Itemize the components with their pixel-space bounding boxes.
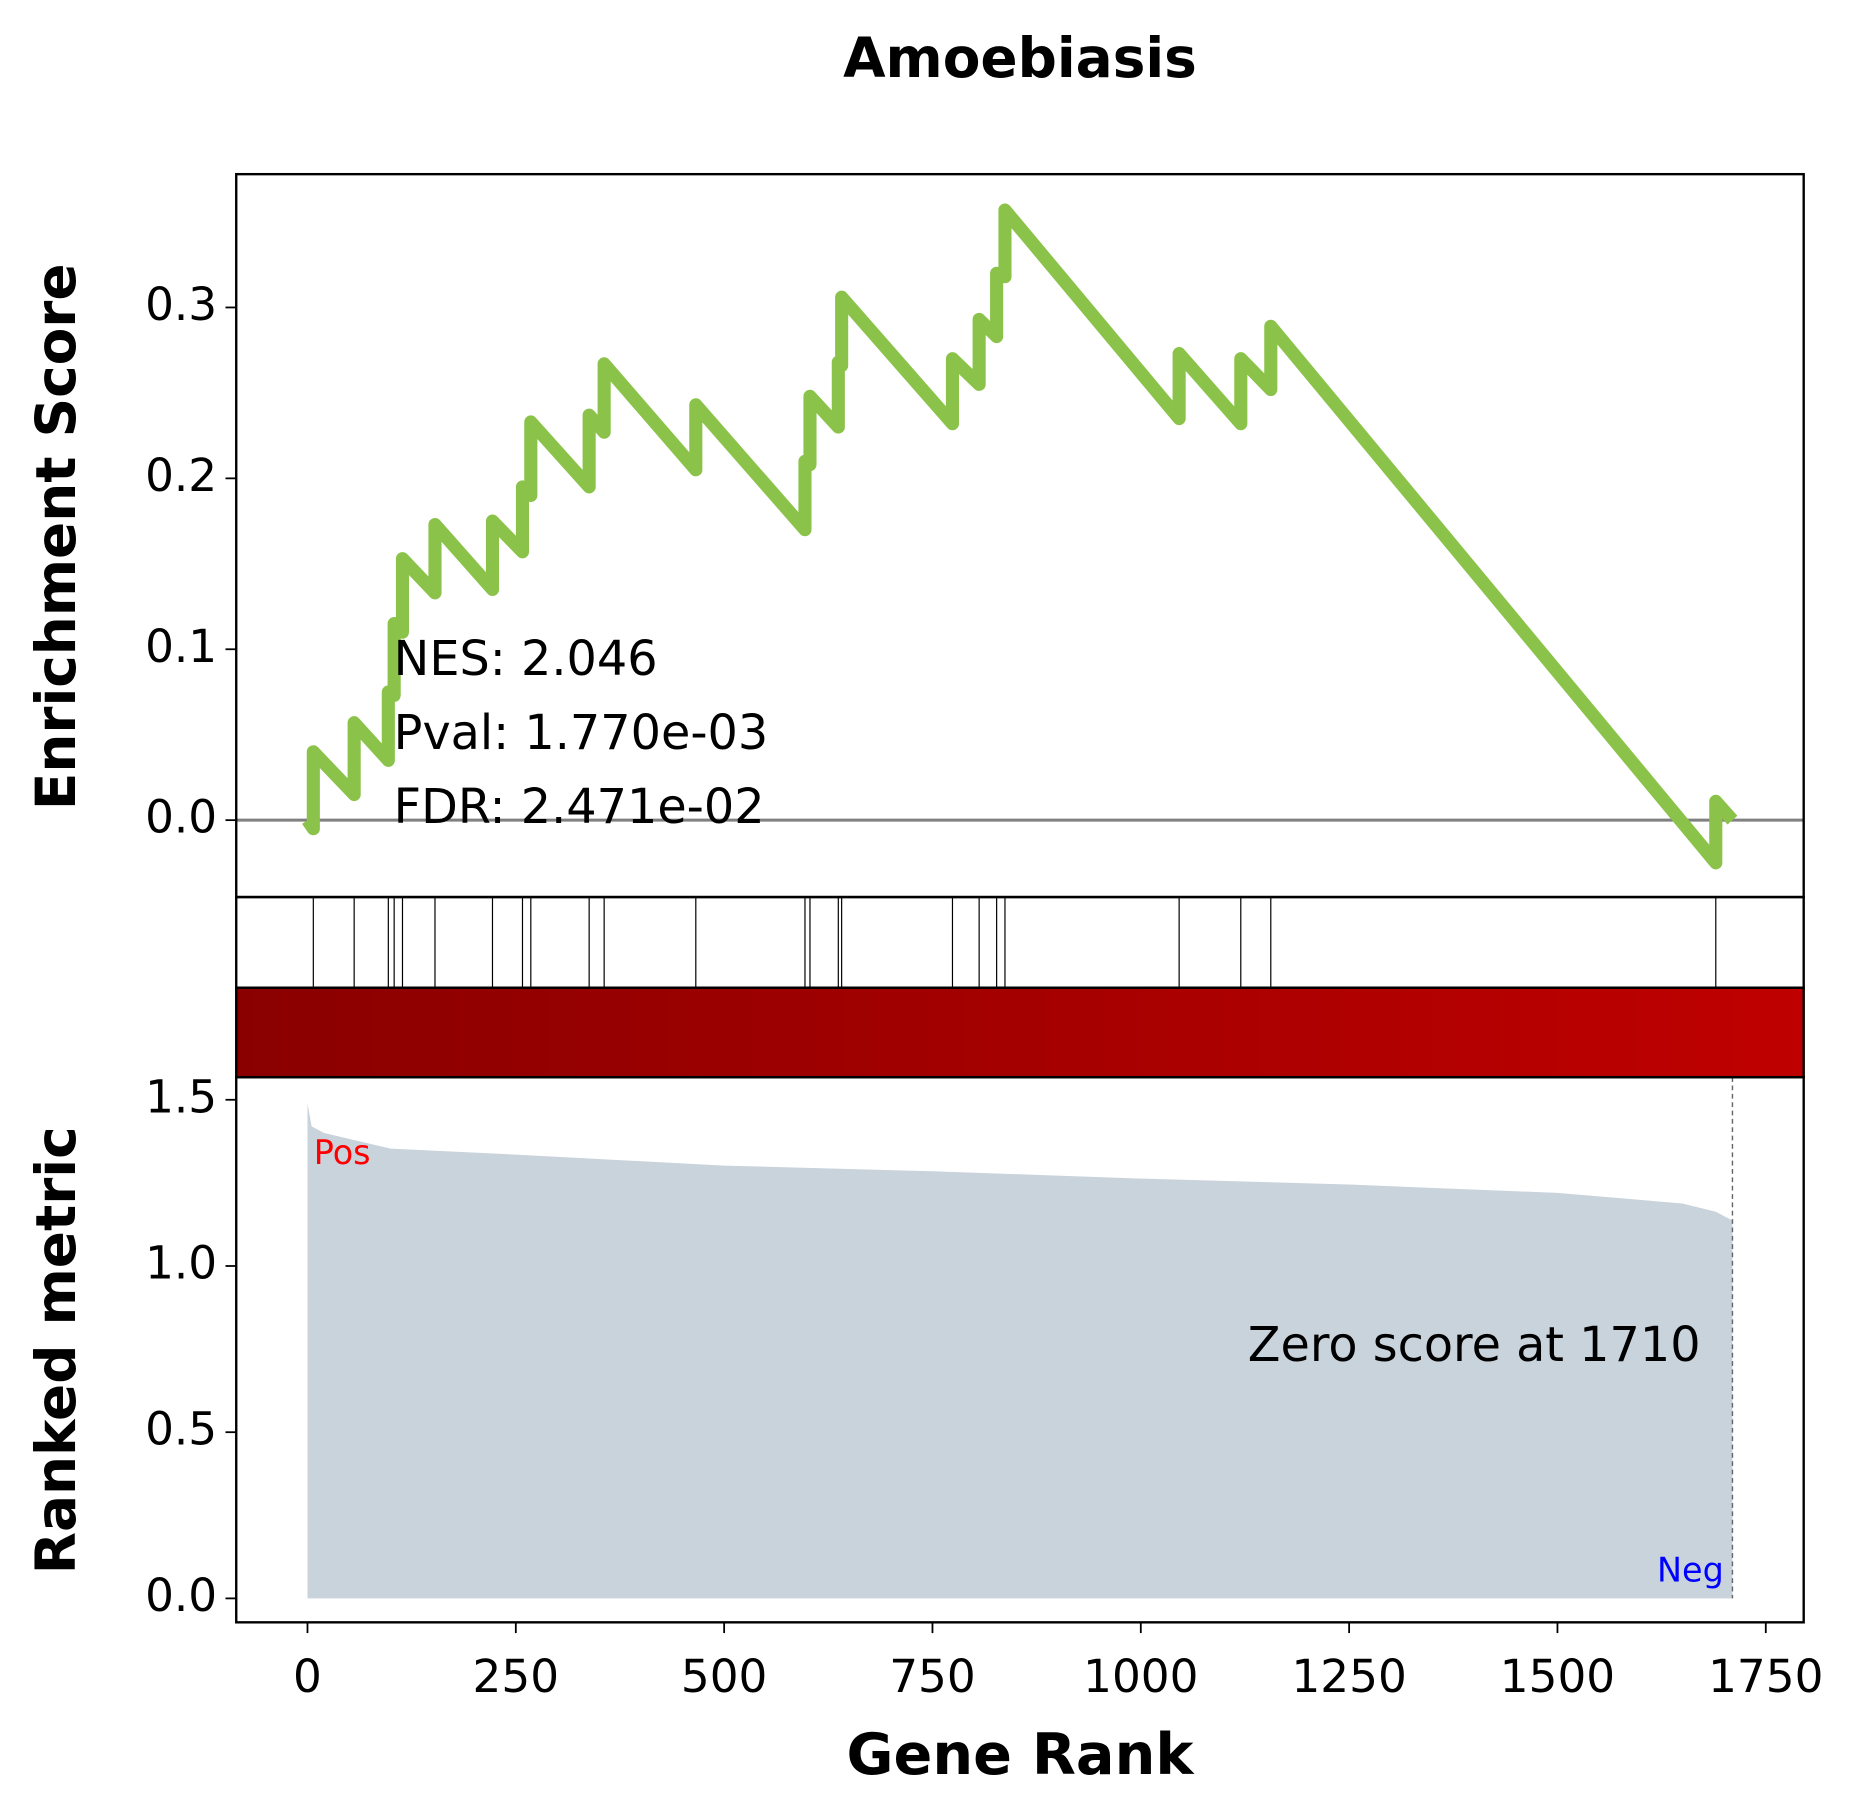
y-tick-label: 0.0 [145,791,217,844]
y-tick-label: 0.2 [145,449,217,502]
panel-frame [235,1075,1805,1624]
x-tick-label: 250 [473,1650,560,1703]
annotation: NES: 2.046 [394,632,658,687]
y-tick-label: 0.5 [145,1403,217,1456]
panel-frame [235,895,1805,989]
y-tick-label: 0.0 [145,1569,217,1622]
x-tick-label: 500 [681,1650,768,1703]
chart-title: Amoebiasis [843,26,1197,90]
y-tick-label: 0.3 [145,278,217,331]
annotation: FDR: 2.471e-02 [394,780,765,835]
x-tick-label: 0 [293,1650,322,1703]
metric-area [307,1103,1733,1599]
x-tick-label: 1250 [1291,1650,1406,1703]
neg-label: Neg [1657,1551,1724,1590]
y-tick-label: 1.5 [145,1070,217,1123]
y-tick-label: 1.0 [145,1236,217,1289]
annotation: Pval: 1.770e-03 [394,706,769,761]
x-tick-label: 1750 [1708,1650,1823,1703]
y-tick-label: 0.1 [145,620,217,673]
x-tick-label: 1500 [1500,1650,1615,1703]
x-tick-label: 1000 [1083,1650,1198,1703]
pos-label: Pos [314,1133,371,1172]
x-tick-label: 750 [889,1650,976,1703]
x-axis-label: Gene Rank [847,1721,1196,1788]
annotation: Zero score at 1710 [1248,1318,1701,1373]
y-axis-label: Enrichment Score [24,263,88,810]
y-axis-label: Ranked metric [24,1126,88,1574]
es-line [302,203,1738,870]
heatmap [236,987,1804,1078]
